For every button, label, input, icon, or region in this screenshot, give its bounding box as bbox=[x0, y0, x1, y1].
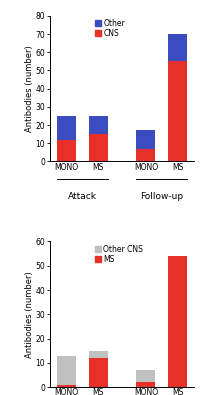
Bar bbox=[89, 358, 108, 387]
Text: Follow-up: Follow-up bbox=[140, 192, 183, 201]
Bar bbox=[57, 356, 76, 385]
Bar bbox=[57, 385, 76, 387]
Bar bbox=[89, 116, 108, 134]
Bar bbox=[168, 61, 187, 162]
Bar bbox=[168, 34, 187, 61]
Legend: Other, CNS: Other, CNS bbox=[94, 18, 126, 39]
Bar bbox=[136, 149, 155, 162]
Bar bbox=[57, 139, 76, 162]
Y-axis label: Antibodies (number): Antibodies (number) bbox=[25, 271, 34, 357]
Bar bbox=[168, 256, 187, 387]
Bar bbox=[89, 351, 108, 358]
Bar bbox=[89, 134, 108, 162]
Text: Attack: Attack bbox=[68, 192, 97, 201]
Bar bbox=[136, 130, 155, 149]
Bar bbox=[136, 382, 155, 387]
Bar bbox=[136, 370, 155, 382]
Y-axis label: Antibodies (number): Antibodies (number) bbox=[25, 45, 34, 132]
Bar bbox=[57, 116, 76, 139]
Legend: Other CNS, MS: Other CNS, MS bbox=[94, 244, 144, 265]
